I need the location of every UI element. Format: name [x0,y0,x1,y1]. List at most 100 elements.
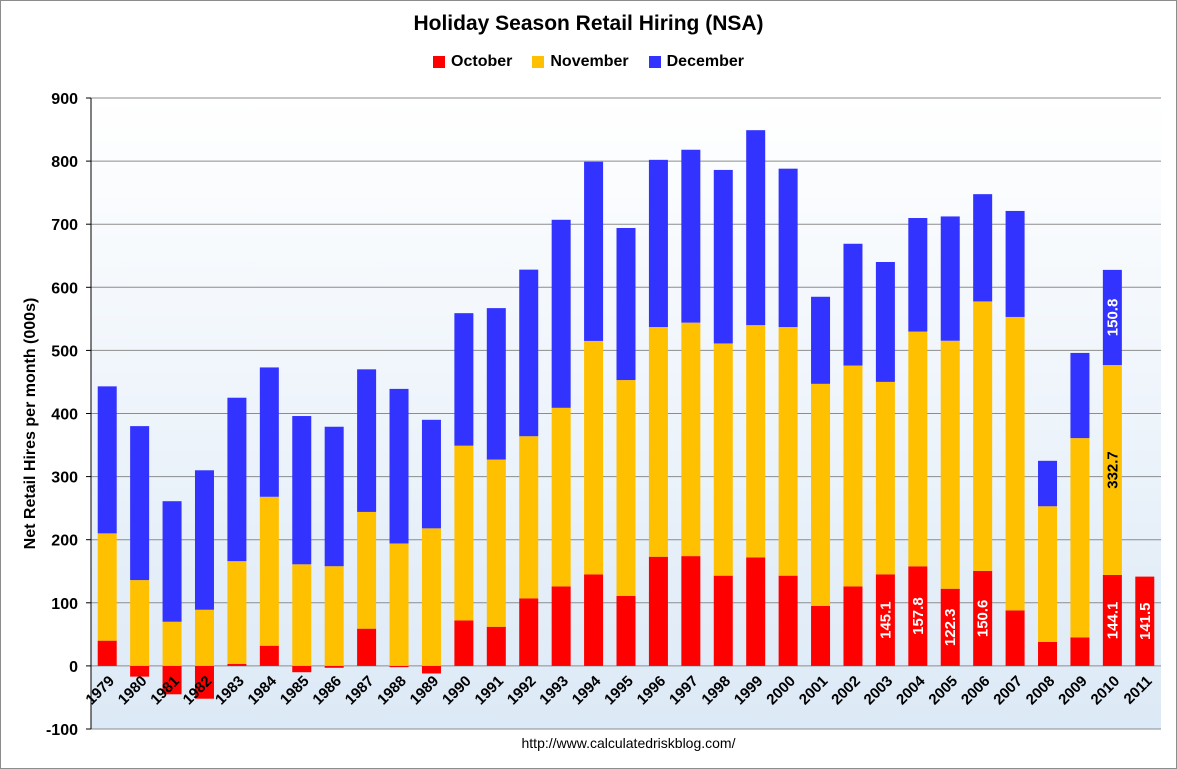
bar-november-1987 [357,511,377,629]
bar-december-1994 [584,161,604,341]
y-axis-label: Net Retail Hires per month (000s) [22,298,39,550]
bar-october-1983 [227,664,247,666]
bar-november-1986 [324,566,344,666]
legend-item-october: October [433,53,512,71]
bar-october-1991 [486,626,506,666]
legend-label-october: October [451,53,513,70]
bar-december-1989 [421,419,441,529]
legend-swatch-december [648,56,661,68]
bar-november-2001 [811,383,831,606]
bar-october-2001 [811,605,831,666]
bar-december-1990 [454,313,474,446]
bar-october-2000 [778,575,798,666]
legend-label-december: December [666,53,744,70]
data-label: 150.8 [1104,299,1121,337]
data-label: 122.3 [942,609,959,647]
bar-december-2010 [1102,269,1122,366]
bar-december-1999 [746,130,766,326]
bar-october-1986 [324,665,344,668]
bar-december-1996 [648,159,668,328]
bar-november-1980 [130,580,150,666]
bar-october-1996 [648,556,668,666]
data-label: 144.1 [1104,602,1121,640]
data-labels: 145.1 157.8 122.3 150.6 144.1 141.5 332.7 150.8 [877,299,1153,646]
chart-title: Holiday Season Retail Hiring (NSA) [413,12,764,35]
bar-november-2003 [875,381,895,575]
bar-december-2004 [908,218,928,332]
y-tick-label: 600 [51,280,78,297]
bar-october-1979 [97,640,117,666]
bar-october-2003 [875,574,895,666]
bar-october-1984 [259,645,279,666]
data-label: 141.5 [1137,602,1154,640]
bar-december-1993 [551,219,571,408]
bar-november-2000 [778,327,798,576]
bar-november-1992 [519,436,539,599]
bar-december-2001 [811,296,831,384]
bar-november-1991 [486,459,506,627]
bar-october-1980 [130,665,150,677]
bar-october-1990 [454,620,474,666]
bar-december-1988 [389,388,409,544]
bar-november-1985 [292,564,312,666]
bar-november-2002 [843,365,863,587]
bar-december-2005 [940,216,960,341]
y-tick-label: 700 [51,217,78,234]
y-tick-label: 0 [69,659,78,676]
bar-october-1995 [616,595,636,666]
y-tick-label: 200 [51,533,78,550]
y-tick-label: 400 [51,407,78,424]
y-tick-label: 300 [51,470,78,487]
legend-item-november: November [532,53,629,71]
bar-november-2008 [1038,506,1058,642]
bar-december-2006 [973,194,993,302]
y-tick-label: 900 [51,91,78,108]
bar-november-2006 [973,301,993,571]
bar-november-1979 [97,533,117,641]
bar-december-1992 [519,269,539,437]
bar-october-1988 [389,665,409,668]
data-label: 157.8 [910,597,927,635]
legend-swatch-october [433,56,446,68]
bar-october-1994 [584,574,604,666]
bar-october-1999 [746,557,766,666]
bar-november-2007 [1005,316,1025,611]
bar-october-2009 [1070,637,1090,666]
bar-december-1980 [130,426,150,581]
bar-december-2007 [1005,210,1025,317]
bar-november-1990 [454,445,474,621]
bar-october-2004 [908,566,928,666]
bar-november-1999 [746,325,766,558]
bar-october-2002 [843,586,863,666]
bar-november-2010 [1102,365,1122,575]
bar-november-1998 [713,343,733,576]
bar-october-1998 [713,575,733,666]
bar-november-1981 [162,621,182,666]
bar-november-1994 [584,340,604,575]
y-tick-label: -100 [46,722,78,739]
legend-swatch-november [532,56,545,68]
bar-november-1988 [389,543,409,666]
bar-october-1997 [681,556,701,666]
data-label: 332.7 [1104,451,1121,489]
y-tick-label: 100 [51,596,78,613]
bar-november-1989 [421,528,441,666]
data-label: 150.6 [975,600,992,638]
bar-december-1984 [259,367,279,497]
legend: October November December [0,53,1177,71]
bar-october-1993 [551,586,571,666]
bar-december-1986 [324,426,344,567]
bar-october-2011 [1135,576,1155,666]
bar-november-2009 [1070,438,1090,638]
bar-december-2003 [875,261,895,382]
bar-october-1981 [162,665,182,695]
bar-october-2007 [1005,610,1025,666]
bar-december-1987 [357,369,377,512]
bar-december-2009 [1070,352,1090,439]
bar-october-2005 [940,588,960,666]
y-tick-label: 500 [51,343,78,360]
data-label: 145.1 [877,601,894,639]
bar-october-2010 [1102,574,1122,666]
legend-label-november: November [550,53,629,70]
bar-december-1991 [486,308,506,460]
